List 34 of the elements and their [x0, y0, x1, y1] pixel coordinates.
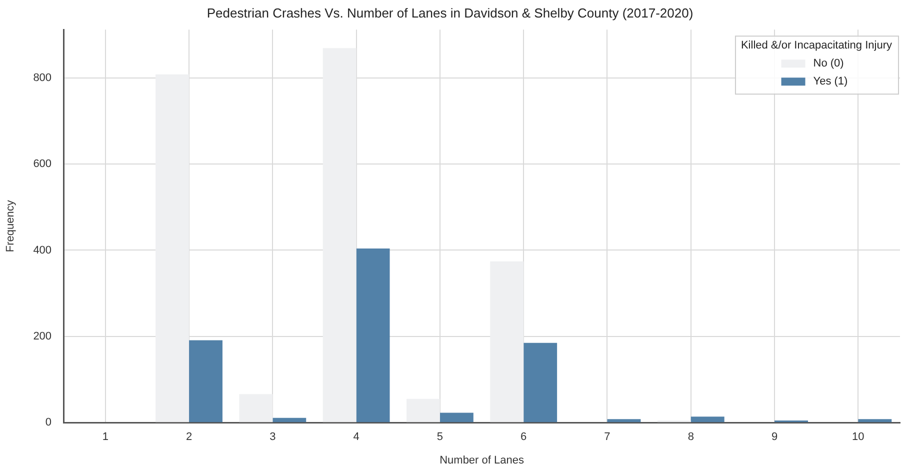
x-tick-label: 7	[604, 431, 610, 444]
bar	[272, 418, 306, 422]
legend-label: No (0)	[813, 58, 844, 70]
x-axis-title: Number of Lanes	[440, 454, 524, 466]
bar	[239, 394, 273, 422]
bar	[524, 342, 558, 422]
chart-title: Pedestrian Crashes Vs. Number of Lanes in Davidson & Shelby County (2017-2020)	[206, 5, 694, 20]
bar	[406, 398, 440, 422]
bar	[189, 340, 222, 422]
x-tick-label: 6	[520, 431, 527, 444]
legend-title: Killed &/or Incapacitating Injury	[740, 40, 892, 52]
bar	[156, 74, 190, 422]
x-tick-label: 5	[436, 431, 444, 444]
x-tick-label: 1	[102, 431, 108, 444]
y-tick-label: 800	[33, 72, 52, 84]
y-tick-label: 600	[33, 158, 52, 170]
legend-label: Yes (1)	[813, 76, 848, 88]
y-tick-label: 0	[45, 416, 52, 429]
bar	[440, 412, 474, 422]
x-tick-label: 2	[186, 431, 192, 444]
bar	[322, 48, 356, 422]
x-tick-label: 3	[270, 431, 276, 444]
y-tick-label: 400	[33, 244, 52, 256]
x-tick-label: 4	[353, 431, 360, 444]
x-tick-label: 9	[771, 431, 778, 444]
y-axis-title: Frequency	[4, 200, 17, 252]
bar	[356, 248, 390, 422]
bar	[490, 261, 524, 422]
bar	[858, 419, 892, 422]
x-tick-label: 8	[688, 431, 694, 444]
x-tick-label: 10	[852, 431, 864, 444]
y-tick-label: 200	[33, 330, 52, 342]
bar	[690, 416, 724, 422]
bar	[607, 419, 641, 422]
